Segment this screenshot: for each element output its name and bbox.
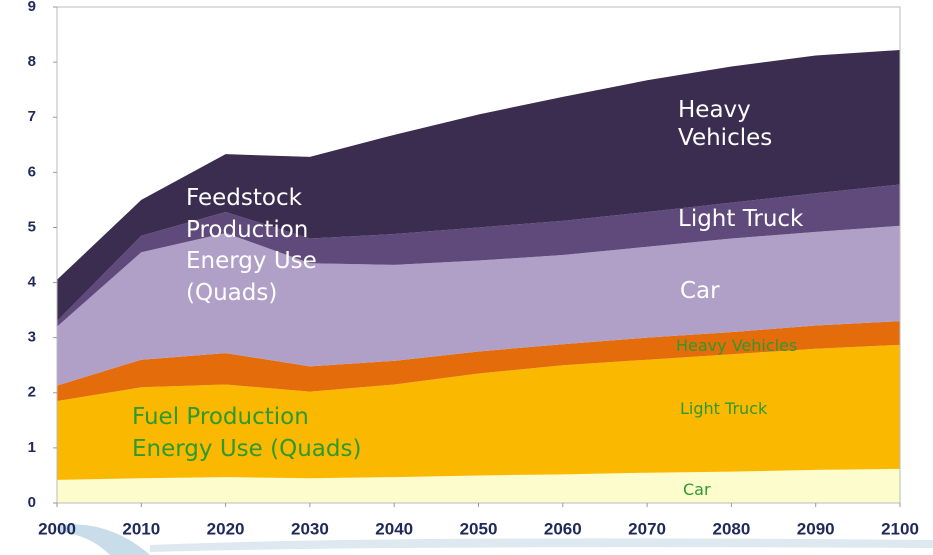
area [57, 225, 900, 386]
decoration [60, 524, 150, 555]
series-label: Heavy Vehicles [678, 97, 773, 151]
series-label: Heavy Vehicles [676, 336, 798, 355]
x-tick-label: 2100 [881, 519, 919, 538]
area [57, 321, 900, 402]
axes: 0 1 2 3 4 5 6 7 8 9 2000 2010 2020 2030 2040 2050 2060 20… [28, 0, 919, 538]
annotation: Fuel Production Energy Use (Quads) [132, 404, 362, 462]
y-tick-label: 5 [28, 218, 36, 235]
area [57, 49, 900, 322]
series-label: Light Truck [678, 206, 804, 232]
x-tick-label: 2060 [544, 519, 582, 538]
y-tick-label: 0 [28, 494, 36, 511]
y-tick-label: 8 [28, 53, 36, 70]
x-tick-label: 2070 [628, 519, 666, 538]
series-label: Car [680, 278, 720, 304]
x-tick-label: 2080 [712, 519, 750, 538]
series-label: Car [683, 480, 711, 499]
x-tick-label: 2050 [460, 519, 498, 538]
y-tick-label: 9 [28, 0, 36, 15]
area [57, 468, 900, 503]
y-tick-label: 1 [28, 439, 36, 456]
areas [57, 49, 900, 503]
x-tick-label: 2010 [122, 519, 160, 538]
x-tick-label: 2020 [207, 519, 245, 538]
area [57, 184, 900, 327]
x-tick-label: 2040 [375, 519, 413, 538]
annotation: Feedstock Production Energy Use (Quads) [186, 185, 317, 307]
y-tick-label: 7 [28, 108, 36, 125]
y-tick-label: 4 [28, 274, 37, 291]
x-tick-label: 2090 [797, 519, 835, 538]
x-tick-label: 2030 [291, 519, 329, 538]
decoration [150, 538, 933, 552]
area [57, 344, 900, 480]
y-tick-label: 3 [28, 329, 36, 346]
x-tick-label: 2000 [38, 519, 76, 538]
series-label: Light Truck [680, 399, 768, 418]
y-tick-label: 2 [28, 384, 36, 401]
y-tick-label: 6 [28, 163, 36, 180]
